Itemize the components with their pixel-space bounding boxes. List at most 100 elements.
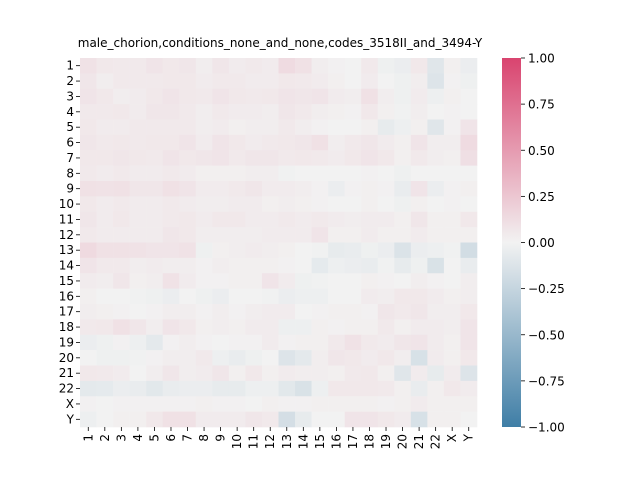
heatmap-cell	[96, 334, 114, 351]
heatmap-cell	[96, 273, 114, 289]
heatmap-cell	[195, 350, 213, 366]
row-tick-label: 19	[59, 335, 74, 349]
heatmap-cell	[361, 211, 379, 228]
heatmap-cell	[179, 181, 197, 197]
heatmap-cell	[443, 396, 461, 412]
heatmap-cell	[427, 134, 445, 151]
heatmap-cell	[179, 73, 197, 90]
heatmap-cell	[311, 273, 329, 289]
heatmap-cell	[129, 211, 147, 228]
heatmap-cell	[179, 104, 197, 120]
heatmap-cell	[394, 257, 412, 274]
heatmap-cell	[427, 411, 445, 428]
heatmap-cell	[146, 380, 164, 397]
heatmap-cell	[311, 242, 329, 259]
heatmap-cell	[394, 319, 412, 336]
heatmap-cell	[460, 319, 478, 336]
heatmap-cell	[427, 350, 445, 366]
heatmap-cell	[261, 365, 279, 382]
heatmap-cell	[261, 181, 279, 197]
heatmap-cell	[80, 288, 97, 305]
heatmap-cell	[443, 73, 461, 90]
heatmap-cell	[129, 227, 147, 243]
heatmap-cell	[245, 88, 263, 105]
heatmap-cell	[261, 150, 279, 166]
heatmap-cell	[410, 165, 428, 182]
heatmap-cell	[377, 334, 395, 351]
heatmap-cell	[96, 304, 114, 320]
heatmap-cell	[179, 88, 197, 105]
heatmap-cell	[146, 257, 164, 274]
heatmap-cell	[228, 334, 246, 351]
heatmap-cell	[129, 334, 147, 351]
heatmap-cell	[344, 104, 362, 120]
heatmap-cell	[344, 119, 362, 136]
heatmap-cell	[328, 304, 345, 320]
heatmap-cell	[460, 227, 478, 243]
heatmap-cell	[278, 304, 296, 320]
colorbar-tick-label: 0.00	[528, 236, 555, 250]
heatmap-cell	[377, 304, 395, 320]
heatmap-cell	[361, 396, 379, 412]
heatmap-cell	[328, 257, 345, 274]
heatmap-cell	[361, 304, 379, 320]
heatmap-cell	[80, 273, 97, 289]
heatmap-cell	[146, 288, 164, 305]
heatmap-cell	[394, 380, 412, 397]
heatmap-cell	[113, 350, 130, 366]
heatmap-cell	[80, 350, 97, 366]
row-tick-label: 3	[66, 89, 74, 103]
heatmap-cell	[228, 196, 246, 213]
heatmap-cell	[377, 181, 395, 197]
heatmap-cell	[460, 257, 478, 274]
row-tick-label: 22	[59, 382, 74, 396]
heatmap-cell	[295, 319, 312, 336]
heatmap-cell	[113, 257, 130, 274]
heatmap-cell	[410, 411, 428, 428]
heatmap-cell	[278, 119, 296, 136]
heatmap-cell	[245, 181, 263, 197]
heatmap-cell	[146, 196, 164, 213]
column-tick-label: 14	[296, 434, 310, 449]
heatmap-cell	[460, 181, 478, 197]
heatmap-cell	[394, 181, 412, 197]
heatmap-cell	[328, 242, 345, 259]
heatmap-cell	[443, 181, 461, 197]
column-tick-label: 16	[329, 434, 343, 449]
heatmap-cell	[80, 227, 97, 243]
heatmap-cell	[311, 257, 329, 274]
heatmap-cell	[460, 150, 478, 166]
heatmap-cell	[261, 104, 279, 120]
heatmap-cell	[328, 288, 345, 305]
heatmap-cell	[162, 104, 180, 120]
heatmap-cell	[162, 319, 180, 336]
heatmap-cell	[146, 119, 164, 136]
heatmap-cell	[245, 119, 263, 136]
heatmap-cell	[212, 304, 230, 320]
heatmap-cell	[179, 380, 197, 397]
heatmap-cell	[311, 165, 329, 182]
heatmap-cell	[261, 211, 279, 228]
heatmap-cell	[162, 365, 180, 382]
heatmap-cell	[245, 165, 263, 182]
heatmap-cell	[278, 73, 296, 90]
heatmap-cell	[212, 396, 230, 412]
heatmap-cell	[212, 165, 230, 182]
heatmap-cell	[361, 350, 379, 366]
heatmap-cell	[129, 134, 147, 151]
heatmap-cell	[129, 411, 147, 428]
heatmap-cell	[361, 181, 379, 197]
heatmap-cell	[162, 165, 180, 182]
heatmap-cell	[427, 150, 445, 166]
heatmap-cell	[443, 288, 461, 305]
heatmap-cell	[179, 134, 197, 151]
heatmap-cell	[377, 58, 395, 74]
heatmap-cell	[146, 365, 164, 382]
heatmap-cell	[328, 88, 345, 105]
row-tick-label: 2	[66, 74, 74, 88]
heatmap-cell	[460, 196, 478, 213]
heatmap-cell	[361, 119, 379, 136]
heatmap-cell	[179, 165, 197, 182]
heatmap-cell	[278, 242, 296, 259]
